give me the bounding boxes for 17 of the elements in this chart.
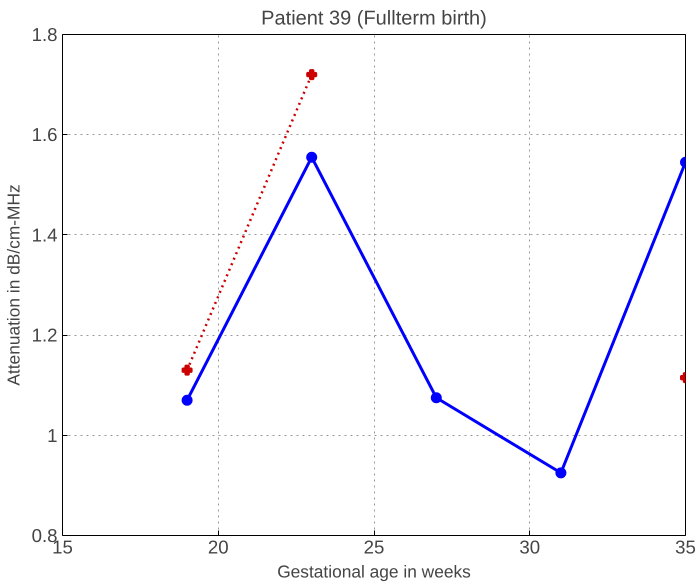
x-axis-title: Gestational age in weeks	[277, 562, 472, 582]
x-tick-label: 25	[364, 536, 384, 558]
y-tick-label: 1.8	[32, 24, 58, 45]
chart-title: Patient 39 (Fullterm birth)	[261, 8, 487, 30]
y-tick-label: 1.4	[32, 224, 58, 246]
x-tick-label: 35	[675, 536, 696, 558]
y-tick-label: 1	[47, 424, 58, 446]
x-tick-label: 30	[519, 536, 540, 558]
y-tick-label: 1.2	[32, 324, 58, 346]
y-axis-title: Attenuation in dB/cm-MHz	[4, 184, 24, 386]
x-tick-label: 20	[208, 536, 229, 558]
y-tick-label: 1.6	[32, 124, 58, 146]
point	[182, 394, 193, 406]
point	[430, 392, 442, 404]
point	[306, 152, 318, 163]
point	[306, 69, 318, 80]
point	[182, 364, 193, 376]
